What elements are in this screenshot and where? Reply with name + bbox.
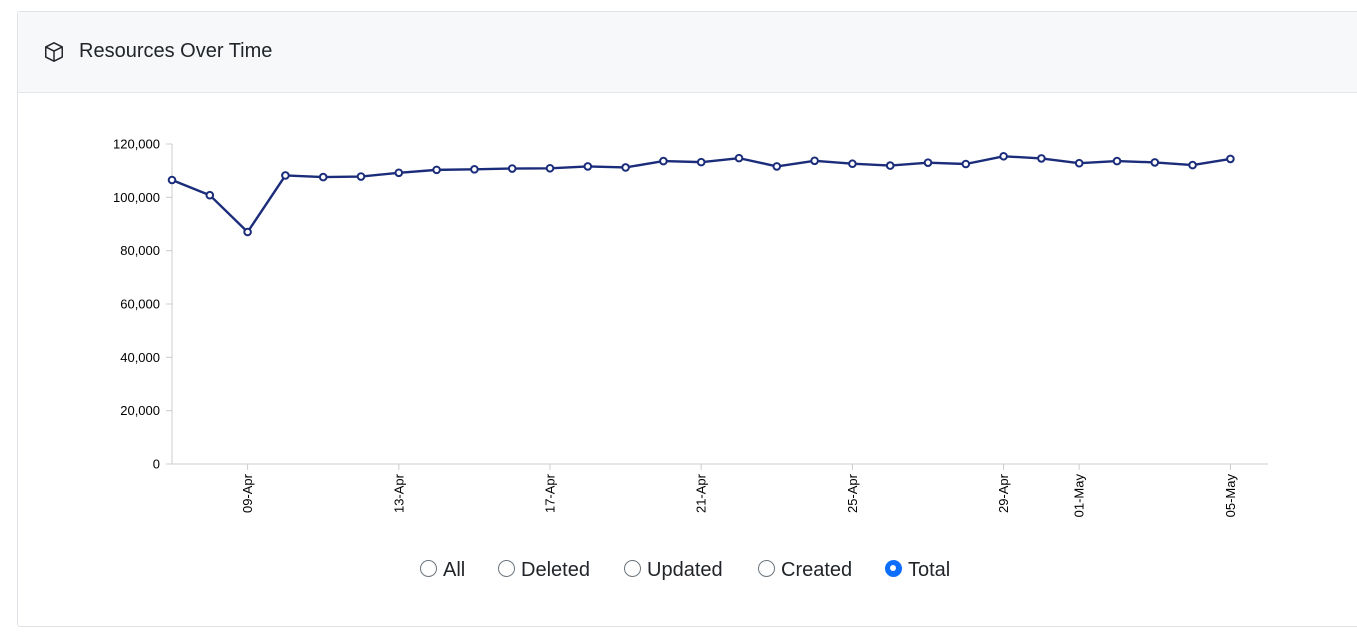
y-tick-label: 0 bbox=[153, 457, 160, 472]
x-tick-label: 25-Apr bbox=[845, 473, 860, 513]
y-tick-label: 100,000 bbox=[113, 190, 160, 205]
data-point[interactable] bbox=[885, 161, 895, 170]
option-created-label: Created bbox=[781, 558, 853, 581]
x-tick-label: 13-Apr bbox=[391, 473, 406, 513]
data-point[interactable] bbox=[1226, 154, 1235, 164]
option-created[interactable]: Created bbox=[758, 555, 852, 585]
data-point[interactable] bbox=[1074, 158, 1084, 168]
y-tick-label: 20,000 bbox=[120, 403, 160, 418]
radio-total[interactable] bbox=[885, 559, 902, 577]
resources-over-time-card: Resources Over Time bbox=[17, 11, 1357, 627]
data-point[interactable] bbox=[507, 164, 517, 173]
data-point[interactable] bbox=[281, 171, 290, 180]
card-title: Resources Over Time bbox=[79, 40, 273, 62]
x-tick-label: 17-Apr bbox=[543, 473, 558, 513]
data-point[interactable] bbox=[734, 153, 744, 163]
y-tick-label: 40,000 bbox=[120, 350, 160, 365]
data-point[interactable] bbox=[961, 159, 971, 169]
x-tick-label: 29-Apr bbox=[996, 473, 1011, 513]
data-point[interactable] bbox=[432, 165, 441, 175]
data-point[interactable] bbox=[772, 162, 782, 171]
radio-created[interactable] bbox=[758, 559, 775, 577]
data-point[interactable] bbox=[1037, 154, 1046, 163]
data-point[interactable] bbox=[696, 157, 706, 167]
data-point[interactable] bbox=[356, 172, 366, 181]
data-point[interactable] bbox=[848, 159, 857, 169]
data-point[interactable] bbox=[583, 162, 593, 171]
option-total-label: Total bbox=[908, 558, 951, 581]
card-header: Resources Over Time bbox=[18, 12, 1357, 93]
data-point[interactable] bbox=[1112, 156, 1122, 166]
x-tick-label: 05-May bbox=[1223, 474, 1238, 518]
option-updated[interactable]: Updated bbox=[624, 555, 723, 585]
data-point[interactable] bbox=[659, 156, 668, 166]
x-tick-label: 01-May bbox=[1072, 474, 1087, 518]
data-point[interactable] bbox=[621, 163, 630, 172]
data-point[interactable] bbox=[1150, 158, 1160, 167]
option-deleted[interactable]: Deleted bbox=[498, 555, 590, 585]
y-tick-label: 120,000 bbox=[113, 137, 160, 152]
x-tick-label: 09-Apr bbox=[240, 473, 255, 513]
data-point[interactable] bbox=[394, 168, 404, 178]
y-tick-label: 80,000 bbox=[120, 243, 160, 258]
series-line bbox=[171, 155, 1231, 234]
option-all[interactable]: All bbox=[420, 555, 465, 585]
cube-icon bbox=[45, 42, 63, 62]
radio-deleted[interactable] bbox=[498, 559, 515, 577]
data-point[interactable] bbox=[318, 172, 328, 182]
data-point[interactable] bbox=[470, 165, 479, 174]
option-total[interactable]: Total bbox=[885, 555, 950, 585]
data-point[interactable] bbox=[167, 175, 177, 185]
data-point[interactable] bbox=[205, 190, 215, 200]
data-point[interactable] bbox=[545, 163, 555, 173]
radio-updated[interactable] bbox=[624, 559, 641, 577]
data-point[interactable] bbox=[999, 151, 1008, 161]
x-tick-label: 21-Apr bbox=[694, 473, 709, 513]
series-options: All Deleted Updated Created Total bbox=[0, 555, 1357, 587]
data-point[interactable] bbox=[810, 156, 819, 166]
resources-line-chart: 0 20,000 40,000 60,000 80,000 100,000 120,000 0… bbox=[113, 137, 1268, 518]
option-updated-label: Updated bbox=[647, 558, 723, 581]
option-all-label: All bbox=[443, 558, 466, 581]
y-tick-label: 60,000 bbox=[120, 297, 160, 312]
radio-all[interactable] bbox=[420, 559, 437, 577]
data-point[interactable] bbox=[243, 227, 252, 237]
option-deleted-label: Deleted bbox=[521, 558, 590, 581]
data-point[interactable] bbox=[923, 158, 933, 167]
data-point[interactable] bbox=[1188, 160, 1197, 170]
